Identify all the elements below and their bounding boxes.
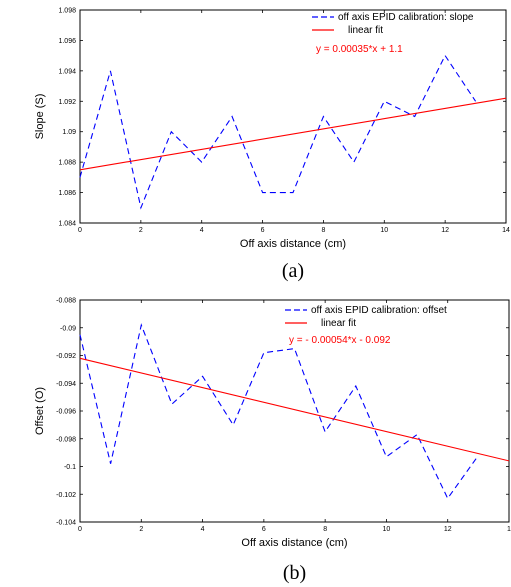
legend: off axis EPID calibration: slope linear … <box>312 12 474 55</box>
chart-offset: 0 2 4 6 8 10 12 1 -0.104 -0.102 -0.1 -0.098 -0.096 -0… <box>34 298 511 585</box>
x-tick-label: 0 <box>78 526 82 533</box>
y-tick-label: -0.096 <box>56 409 76 416</box>
y-tick-label: -0.104 <box>56 520 76 527</box>
x-tick-label: 12 <box>441 227 449 234</box>
series-line-fit <box>79 357 510 462</box>
x-tick-label: 1 <box>507 526 511 533</box>
x-tick-label: 2 <box>139 526 143 533</box>
x-tick-label: 6 <box>261 227 265 234</box>
x-tick-label: 4 <box>200 227 204 234</box>
y-tick-label: 1.094 <box>58 68 76 75</box>
x-tick-label: 2 <box>139 227 143 234</box>
tick-marks: 0 2 4 6 8 10 12 14 1.084 1.086 1.088 1.09 1.092 1.094… <box>58 8 510 235</box>
fit-equation: y = - 0.00054*x - 0.092 <box>289 335 391 346</box>
tick-marks: 0 2 4 6 8 10 12 1 -0.104 -0.102 -0.1 -0.098 -0.096 -0… <box>56 298 511 534</box>
legend-label-slope: off axis EPID calibration: slope <box>338 12 474 23</box>
y-tick-label: 1.098 <box>58 8 76 15</box>
y-axis-label: Offset (O) <box>34 387 46 435</box>
x-tick-label: 8 <box>321 227 325 234</box>
x-tick-label: 14 <box>502 227 510 234</box>
figure-caption: (b) <box>283 562 306 584</box>
x-axis-label: Off axis distance (cm) <box>240 238 346 250</box>
x-tick-label: 10 <box>383 526 391 533</box>
series-line-measured <box>79 323 479 500</box>
legend-label-fit: linear fit <box>348 25 383 36</box>
x-tick-label: 10 <box>380 227 388 234</box>
y-axis-label: Slope (S) <box>34 94 46 140</box>
plot-frame <box>79 9 507 224</box>
y-tick-label: -0.102 <box>56 492 76 499</box>
x-tick-label: 0 <box>78 227 82 234</box>
y-tick-label: -0.088 <box>56 298 76 305</box>
x-tick-label: 6 <box>262 526 266 533</box>
x-axis-label: Off axis distance (cm) <box>241 537 347 549</box>
y-tick-label: -0.098 <box>56 436 76 443</box>
y-tick-label: 1.088 <box>58 160 76 167</box>
y-tick-label: -0.092 <box>56 353 76 360</box>
y-tick-label: -0.1 <box>64 464 76 471</box>
figure-caption: (a) <box>282 260 304 282</box>
series-line-fit <box>79 97 507 171</box>
y-tick-label: 1.096 <box>58 38 76 45</box>
series-line-measured <box>79 54 477 210</box>
legend-label-offset: off axis EPID calibration: offset <box>311 305 447 316</box>
y-tick-label: 1.092 <box>58 99 76 106</box>
legend-label-fit: linear fit <box>321 318 356 329</box>
x-tick-label: 12 <box>444 526 452 533</box>
y-tick-label: 1.084 <box>58 221 76 228</box>
y-tick-label: 1.09 <box>62 129 76 136</box>
legend: off axis EPID calibration: offset linear… <box>285 305 447 346</box>
y-tick-label: 1.086 <box>58 190 76 197</box>
series-lines <box>79 54 507 210</box>
y-tick-label: -0.094 <box>56 381 76 388</box>
x-tick-label: 4 <box>201 526 205 533</box>
fit-equation: y = 0.00035*x + 1.1 <box>316 44 403 55</box>
y-tick-label: -0.09 <box>60 325 76 332</box>
series-lines <box>79 323 510 500</box>
x-tick-label: 8 <box>323 526 327 533</box>
chart-slope: 0 2 4 6 8 10 12 14 1.084 1.086 1.088 1.09 1.092 1.094… <box>34 8 510 283</box>
